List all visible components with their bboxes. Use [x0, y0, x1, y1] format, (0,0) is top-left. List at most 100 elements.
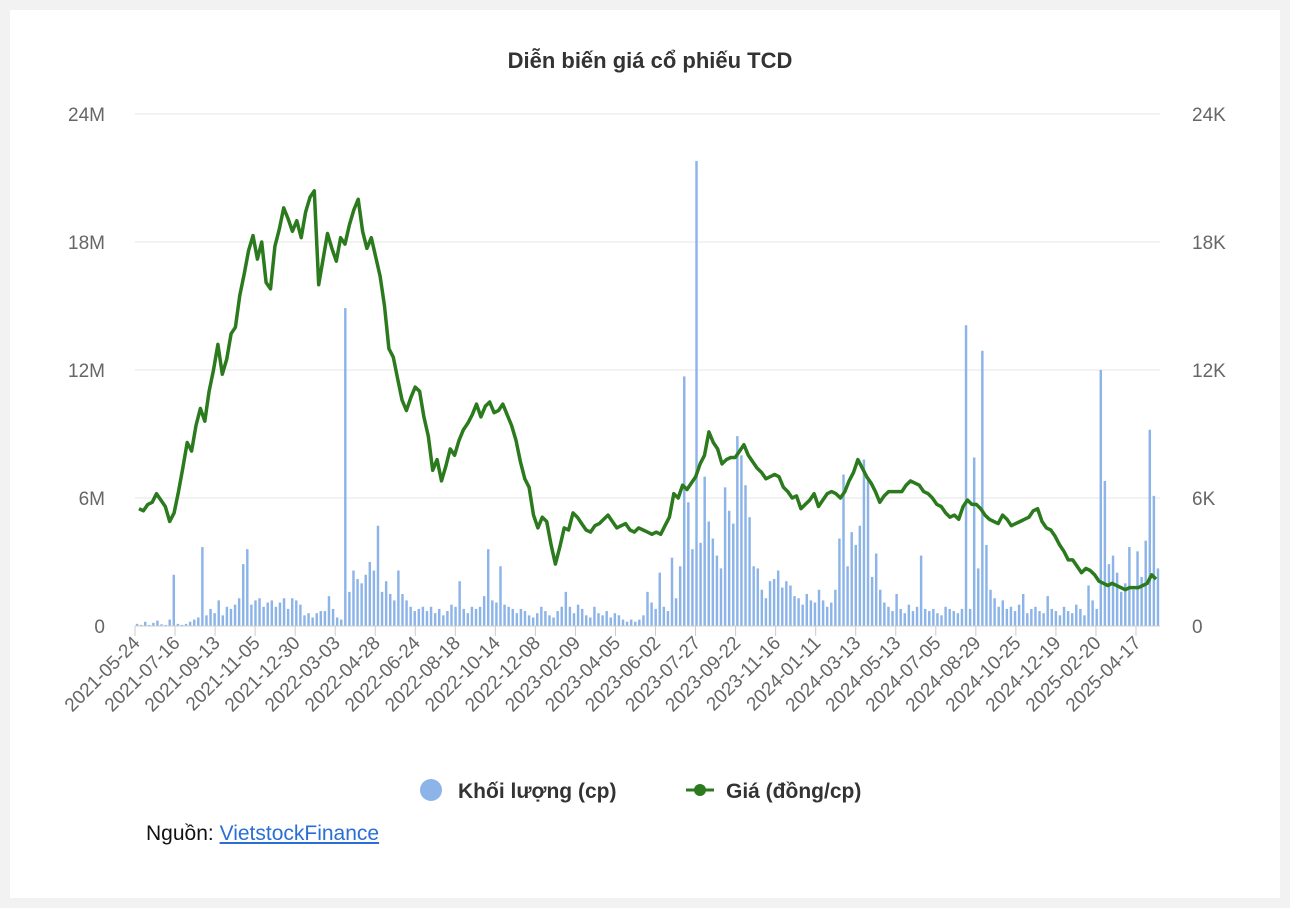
- volume-bar: [727, 510, 731, 626]
- price-line: [138, 189, 1158, 592]
- volume-bar: [764, 598, 768, 626]
- volume-bar: [1013, 611, 1017, 626]
- volume-bar: [478, 606, 482, 626]
- volume-bar: [793, 596, 796, 626]
- volume-bar: [491, 600, 494, 626]
- volume-bar: [940, 615, 943, 626]
- volume-bar: [744, 485, 747, 626]
- volume-bar: [781, 587, 784, 626]
- volume-bar: [511, 608, 514, 626]
- volume-bar: [384, 581, 388, 626]
- volume-bar: [262, 606, 265, 626]
- volume-bar: [495, 602, 498, 626]
- volume-bar: [474, 608, 478, 626]
- volume-bar: [601, 615, 604, 626]
- volume-bar: [968, 608, 972, 626]
- volume-bar: [548, 615, 551, 626]
- volume-bar: [274, 606, 278, 626]
- volume-bar: [519, 608, 523, 626]
- legend-volume-label[interactable]: Khối lượng (cp): [458, 780, 616, 803]
- volume-bar: [209, 608, 212, 626]
- volume-bar: [323, 611, 327, 626]
- volume-bar: [650, 602, 653, 626]
- volume-bar: [438, 608, 441, 626]
- volume-bar: [1156, 568, 1160, 626]
- volume-bar: [466, 613, 470, 626]
- volume-bar: [1148, 429, 1152, 626]
- volume-bar: [952, 611, 955, 626]
- volume-bar: [197, 617, 200, 626]
- volume-bar: [715, 555, 719, 626]
- volume-bar: [148, 624, 151, 626]
- legend-price-marker[interactable]: [694, 784, 706, 796]
- legend-volume-marker[interactable]: [420, 779, 442, 801]
- volume-bar: [866, 478, 870, 626]
- source-note: Nguồn: VietstockFinance: [146, 822, 379, 846]
- volume-bar: [544, 611, 547, 626]
- volume-bar: [760, 589, 764, 626]
- legend[interactable]: Khối lượng (cp) Giá (đồng/cp): [420, 779, 861, 803]
- volume-bar: [372, 570, 376, 626]
- volume-bar: [846, 566, 849, 626]
- volume-bar: [1095, 608, 1098, 626]
- right-y-tick-label: 18K: [1192, 233, 1226, 254]
- volume-bar: [972, 457, 976, 626]
- volume-bar: [482, 596, 486, 626]
- volume-bar: [286, 608, 290, 626]
- volume-bar: [319, 611, 323, 626]
- volume-bar: [1099, 370, 1103, 626]
- volume-bar: [246, 549, 249, 626]
- volume-bar: [674, 598, 678, 626]
- source-link[interactable]: VietstockFinance: [219, 822, 380, 845]
- volume-bar: [977, 568, 980, 626]
- left-y-tick-label: 12M: [68, 361, 105, 382]
- volume-bar: [1066, 611, 1070, 626]
- volume-bar: [552, 617, 555, 626]
- volume-bar: [932, 608, 935, 626]
- volume-bar: [732, 523, 735, 626]
- volume-bar: [536, 613, 539, 626]
- volume-bar: [1021, 594, 1025, 626]
- volume-bar: [936, 613, 939, 626]
- volume-bar: [915, 606, 919, 626]
- volume-bar: [250, 604, 253, 626]
- volume-bar: [217, 600, 220, 626]
- volume-bar: [580, 608, 584, 626]
- left-y-tick-label: 6M: [79, 489, 105, 510]
- volume-bar: [1070, 613, 1074, 626]
- legend-price-label[interactable]: Giá (đồng/cp): [726, 780, 861, 803]
- volume-bar: [1058, 615, 1062, 626]
- volume-bar: [254, 600, 257, 626]
- volume-bar: [425, 611, 429, 626]
- right-y-tick-label: 24K: [1192, 105, 1226, 126]
- volume-bar: [740, 455, 743, 626]
- volume-bar: [368, 562, 372, 626]
- volume-bar: [605, 611, 608, 626]
- volume-bar: [956, 613, 960, 626]
- volume-bar: [862, 459, 866, 626]
- volume-bar: [691, 549, 694, 626]
- volume-bar: [352, 570, 355, 626]
- volume-bar: [331, 608, 335, 626]
- volume-bar: [233, 604, 237, 626]
- volume-bar: [335, 617, 339, 626]
- volume-bar: [348, 591, 351, 626]
- volume-bar: [891, 611, 894, 626]
- right-y-tick-label: 12K: [1192, 361, 1226, 382]
- volume-bar: [609, 617, 612, 626]
- volume-bar: [413, 611, 416, 626]
- volume-bar: [1046, 596, 1049, 626]
- volume-bar: [960, 608, 964, 626]
- volume-bar: [1115, 572, 1119, 626]
- volume-bar: [989, 589, 992, 626]
- volume-bar: [785, 581, 788, 626]
- volume-bar: [241, 564, 245, 626]
- volume-bar: [1119, 591, 1123, 626]
- volume-bar: [389, 594, 392, 626]
- volume-bar: [295, 600, 298, 626]
- volume-bar: [842, 474, 845, 626]
- volume-bar: [821, 600, 825, 626]
- volume-bar: [662, 606, 666, 626]
- volume-bar: [642, 615, 645, 626]
- volume-bar: [1107, 564, 1111, 626]
